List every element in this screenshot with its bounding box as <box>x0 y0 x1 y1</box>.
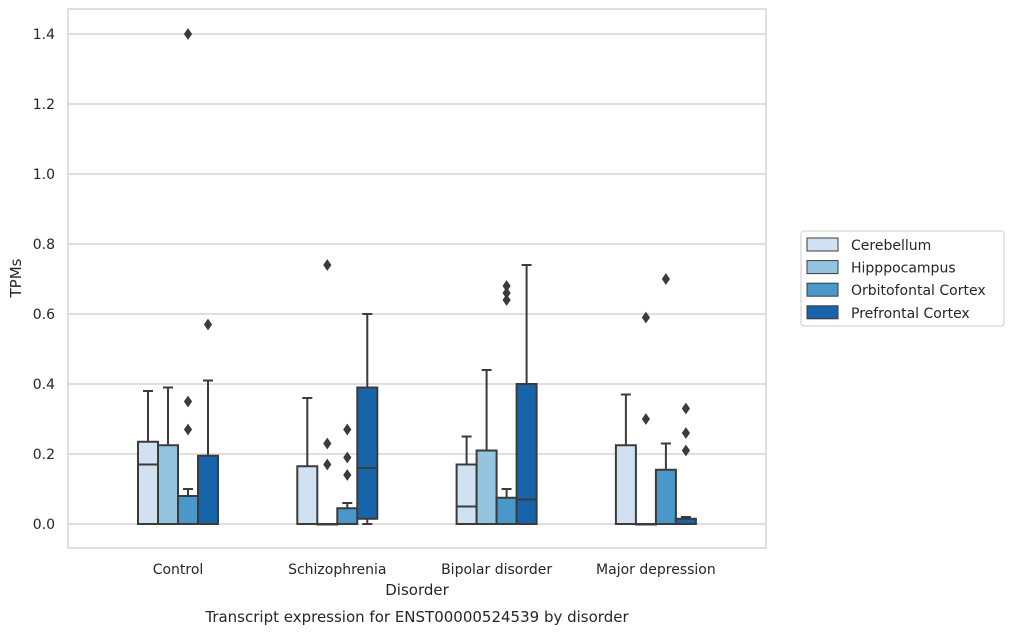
legend-swatch <box>806 260 839 275</box>
outlier-point <box>661 273 671 285</box>
legend-label: Prefrontal Cortex <box>851 306 970 322</box>
outlier-point <box>641 311 651 324</box>
legend-swatch <box>806 237 839 252</box>
x-tick-label: Schizophrenia <box>288 562 386 578</box>
box <box>475 449 498 525</box>
outlier-point <box>502 294 511 306</box>
legend-label: Hipppocampus <box>851 261 956 277</box>
y-axis-label: TPMs <box>7 258 25 298</box>
outlier-point <box>323 437 332 450</box>
series-orbitofontal-cortex <box>177 28 677 525</box>
legend-swatch <box>806 305 839 320</box>
box <box>177 495 199 525</box>
y-tick-label: 0.4 <box>33 377 55 393</box>
x-axis-label: Disorder <box>385 581 449 599</box>
outlier-point <box>183 28 193 40</box>
box <box>137 440 159 525</box>
outlier-point <box>343 423 352 436</box>
outlier-point <box>323 259 332 271</box>
legend-swatch <box>806 282 839 297</box>
box <box>654 468 677 525</box>
x-tick-label: Bipolar disorder <box>441 562 552 578</box>
y-tick-label: 0.2 <box>33 447 55 463</box>
series-cerebellum <box>137 390 637 525</box>
x-tick-label: Major depression <box>596 562 716 578</box>
outlier-point <box>323 458 332 471</box>
outlier-point <box>641 413 651 425</box>
series-prefrontal-cortex <box>197 264 697 525</box>
outlier-point <box>343 469 352 481</box>
legend-label: Cerebellum <box>851 238 931 254</box>
box <box>157 444 179 525</box>
y-axis-ticks: 0.0 0.2 0.4 0.6 0.8 1.0 1.2 1.4 <box>33 27 55 533</box>
y-tick-label: 1.4 <box>33 27 55 43</box>
grid-lines <box>68 33 766 525</box>
x-axis-ticks: Control Schizophrenia Bipolar disorder Majo… <box>153 562 716 578</box>
outlier-point <box>681 444 691 457</box>
box <box>495 496 518 525</box>
outlier-point <box>343 451 352 464</box>
box <box>455 463 478 525</box>
x-tick-label: Control <box>153 562 204 578</box>
box <box>296 465 319 525</box>
box <box>197 454 219 525</box>
series-hipppocampus <box>157 259 657 526</box>
legend: Cerebellum Hipppocampus Orbitofontal Corte… <box>800 230 1005 327</box>
legend-frame <box>800 230 1005 327</box>
y-tick-label: 0.6 <box>33 307 55 323</box>
boxplot-series <box>137 28 697 526</box>
y-tick-label: 0.0 <box>33 517 55 533</box>
box <box>356 386 379 520</box>
outlier-point <box>203 318 213 331</box>
y-tick-label: 1.2 <box>33 97 55 113</box>
box <box>336 507 359 525</box>
outlier-point <box>681 427 691 439</box>
y-tick-label: 1.0 <box>33 167 55 183</box>
outlier-point <box>183 395 193 408</box>
box <box>515 383 538 525</box>
box <box>614 444 637 525</box>
outlier-point <box>681 402 691 415</box>
legend-label: Orbitofontal Cortex <box>851 283 986 299</box>
y-tick-label: 0.8 <box>33 237 55 253</box>
plot-frame <box>67 8 767 549</box>
chart-title: Transcript expression for ENST0000052453… <box>204 608 629 626</box>
outlier-point <box>183 423 193 436</box>
